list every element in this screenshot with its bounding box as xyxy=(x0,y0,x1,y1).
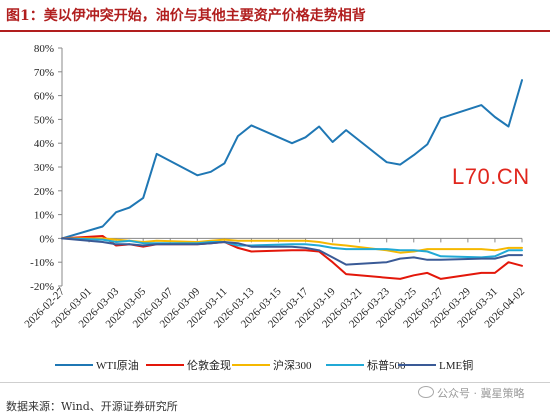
line-chart: 80%70%60%50%40%30%20%10%0%-10%-20%2026-0… xyxy=(22,43,527,372)
series-line xyxy=(61,235,523,280)
legend: WTI原油 伦敦金现 沪深300 标普500 LME铜 xyxy=(55,358,473,372)
series-line xyxy=(61,79,523,240)
y-tick-label: 50% xyxy=(34,114,54,126)
y-tick-label: -10% xyxy=(30,257,54,269)
title-divider xyxy=(0,30,550,32)
wechat-label: 公众号 · 冀星策略 xyxy=(437,387,525,400)
wechat-account: 公众号 · 冀星策略 xyxy=(418,385,525,401)
y-tick-label: 10% xyxy=(34,210,54,222)
legend-label: LME铜 xyxy=(439,358,473,372)
wechat-icon xyxy=(418,386,434,398)
legend-label: 标普500 xyxy=(367,358,406,372)
chart-area: 80% 70% 60% 50% 40% 30% 20% 10% 0% -10% -20% 2026-0… xyxy=(0,34,550,382)
legend-label: 沪深300 xyxy=(273,358,312,372)
legend-label: 伦敦金现 xyxy=(187,358,231,372)
series-line xyxy=(61,237,523,254)
watermark-text: L70.CN xyxy=(452,164,530,189)
y-tick-label: -20% xyxy=(30,281,54,293)
series-layer xyxy=(61,79,523,280)
legend-label: WTI原油 xyxy=(96,358,139,372)
figure-header: 图1：美以伊冲突开始，油价与其他主要资产价格走势相背 xyxy=(0,0,550,28)
source-divider xyxy=(0,382,550,383)
series-line xyxy=(61,237,523,259)
y-tick-label: 20% xyxy=(34,186,54,198)
chart-title: 图1：美以伊冲突开始，油价与其他主要资产价格走势相背 xyxy=(6,8,366,24)
series-line xyxy=(61,237,523,266)
y-tick-label: 30% xyxy=(34,162,54,174)
y-tick-label: 70% xyxy=(34,67,54,79)
y-tick-label: 80% xyxy=(34,43,54,55)
y-tick-label: 40% xyxy=(34,138,54,150)
y-tick-label: 0% xyxy=(39,233,54,245)
source-note: 数据来源：Wind、开源证券研究所 xyxy=(6,400,178,413)
y-tick-label: 60% xyxy=(34,91,54,103)
